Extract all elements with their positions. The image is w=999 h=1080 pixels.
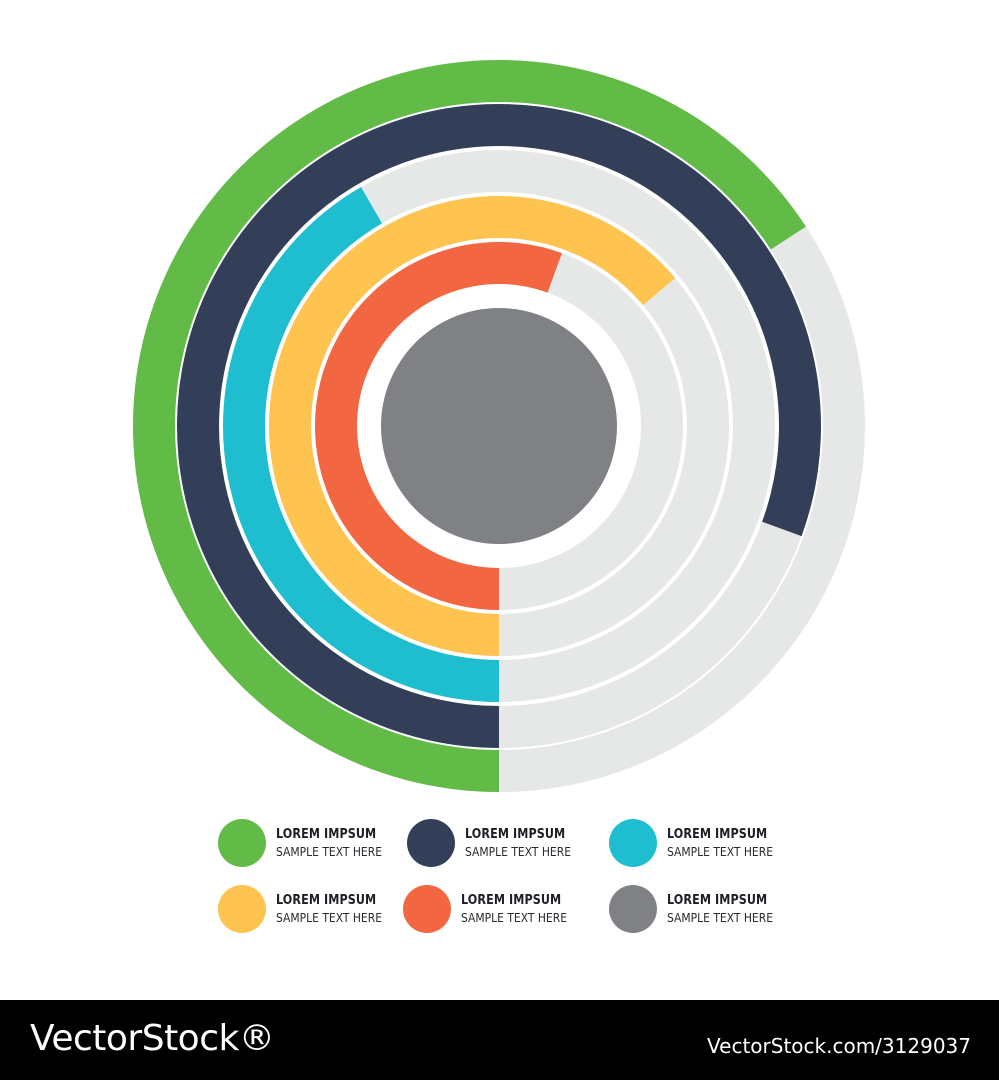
legend-subtitle: SAMPLE TEXT HERE xyxy=(667,844,773,859)
legend-subtitle: SAMPLE TEXT HERE xyxy=(461,910,567,925)
legend-item-gray: LOREM IMPSUM SAMPLE TEXT HERE xyxy=(609,884,790,934)
ring-bar-3 xyxy=(223,186,499,702)
legend-title: LOREM IMPSUM xyxy=(276,893,377,908)
legend-subtitle: SAMPLE TEXT HERE xyxy=(667,910,773,925)
legend-title: LOREM IMPSUM xyxy=(667,893,768,908)
legend-title: LOREM IMPSUM xyxy=(461,893,562,908)
legend-item-orange: LOREM IMPSUM SAMPLE TEXT HERE xyxy=(403,884,584,934)
chart-legend: LOREM IMPSUM SAMPLE TEXT HERE LOREM IMPS… xyxy=(0,818,999,958)
legend-swatch-gray xyxy=(609,885,657,933)
legend-swatch-green xyxy=(218,819,266,867)
legend-swatch-orange xyxy=(403,885,451,933)
legend-swatch-cyan xyxy=(609,819,657,867)
ring-bar-4 xyxy=(269,195,676,656)
legend-item-cyan: LOREM IMPSUM SAMPLE TEXT HERE xyxy=(609,818,790,868)
legend-subtitle: SAMPLE TEXT HERE xyxy=(465,844,571,859)
legend-subtitle: SAMPLE TEXT HERE xyxy=(276,844,382,859)
radial-bar-chart xyxy=(132,59,865,793)
legend-swatch-navy xyxy=(407,819,455,867)
center-disc xyxy=(381,308,617,544)
ring-bar-5 xyxy=(315,242,562,611)
legend-item-navy: LOREM IMPSUM SAMPLE TEXT HERE xyxy=(407,818,588,868)
legend-swatch-yellow xyxy=(218,885,266,933)
footer-bar: VectorStock® VectorStock.com/3129037 xyxy=(0,1000,999,1080)
legend-title: LOREM IMPSUM xyxy=(465,827,566,842)
legend-subtitle: SAMPLE TEXT HERE xyxy=(276,910,382,925)
footer-image-id: VectorStock.com/3129037 xyxy=(707,1034,971,1058)
legend-item-green: LOREM IMPSUM SAMPLE TEXT HERE xyxy=(218,818,399,868)
legend-title: LOREM IMPSUM xyxy=(276,827,377,842)
footer-brand-logo: VectorStock® xyxy=(30,1018,275,1059)
legend-title: LOREM IMPSUM xyxy=(667,827,768,842)
legend-item-yellow: LOREM IMPSUM SAMPLE TEXT HERE xyxy=(218,884,399,934)
